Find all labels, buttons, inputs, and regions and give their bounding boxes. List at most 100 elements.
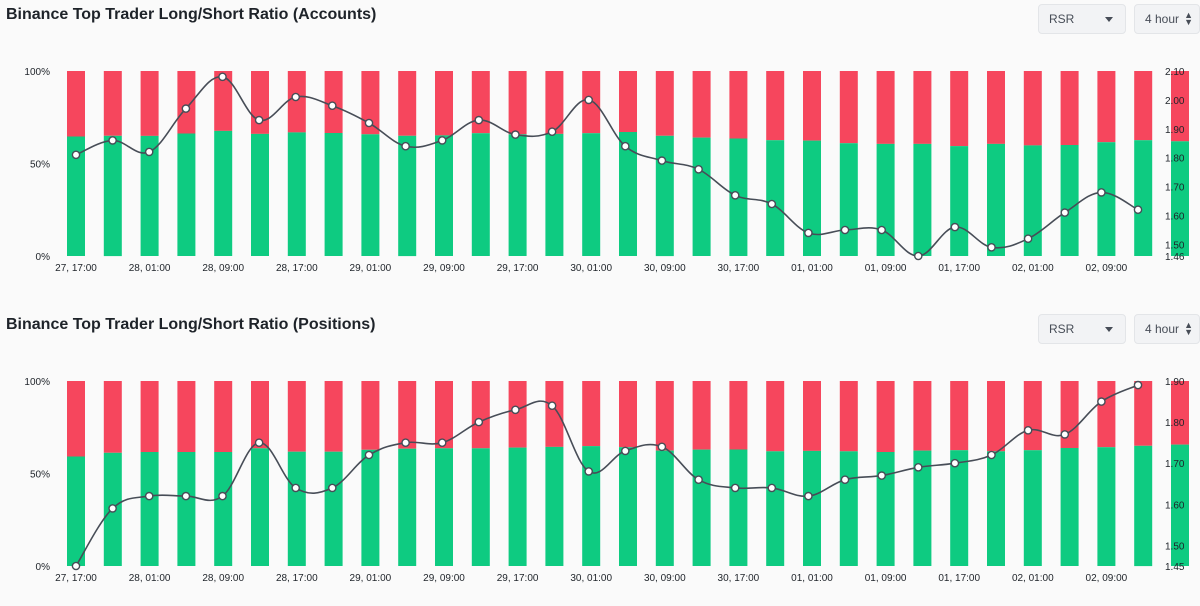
ratio-point <box>1023 234 1033 243</box>
long-bar <box>545 133 564 256</box>
short-bar <box>987 381 1005 452</box>
short-bar <box>177 71 196 134</box>
right-axis-tick-label: 1.50 <box>1165 541 1185 552</box>
ratio-point <box>218 491 227 501</box>
short-bar <box>913 71 932 144</box>
ratio-point <box>804 228 813 238</box>
x-axis-tick-label: 30, 17:00 <box>718 573 760 584</box>
ratio-point <box>657 442 667 452</box>
interval-value: 4 hour <box>1145 322 1180 336</box>
ratio-point <box>987 242 996 252</box>
left-axis-tick-label: 50% <box>30 160 50 171</box>
long-bar <box>140 452 159 566</box>
short-bar <box>508 71 527 135</box>
short-bar <box>692 71 711 138</box>
ratio-point <box>474 115 484 125</box>
x-axis-tick-label: 29, 17:00 <box>497 263 539 274</box>
ratio-point <box>364 450 374 460</box>
x-axis-tick-label: 01, 17:00 <box>938 573 980 584</box>
long-bar <box>508 134 527 256</box>
short-bar <box>619 381 637 448</box>
short-bar <box>140 381 159 452</box>
long-bar <box>251 133 269 256</box>
ratio-type-select[interactable]: RSR <box>1038 314 1126 344</box>
short-bar <box>1023 71 1042 146</box>
ratio-point <box>1097 188 1106 197</box>
left-axis-tick-label: 50% <box>30 470 50 481</box>
x-axis-tick-label: 29, 17:00 <box>497 573 539 584</box>
short-bar <box>729 381 748 450</box>
long-bar <box>1023 145 1042 256</box>
long-bar <box>655 135 674 257</box>
long-bar <box>214 452 233 566</box>
left-axis-tick-label: 100% <box>24 67 50 78</box>
ratio-line <box>75 384 1139 567</box>
ratio-point <box>914 463 923 472</box>
ratio-point <box>804 491 813 501</box>
short-bar <box>987 71 1005 144</box>
ratio-point <box>71 561 81 571</box>
ratio-point <box>108 504 117 513</box>
up-down-chevron-icon: ▲ ▼ <box>1184 320 1193 337</box>
ratio-point <box>327 483 337 493</box>
interval-value: 4 hour <box>1145 12 1180 26</box>
ratio-point <box>144 491 154 501</box>
short-bar <box>545 381 564 447</box>
right-axis-tick-label: 1.45 <box>1165 562 1185 573</box>
ratio-point <box>327 101 337 111</box>
ratio-point <box>364 118 374 128</box>
long-bar <box>876 452 895 566</box>
long-bar <box>398 448 417 566</box>
ratio-point <box>1060 208 1070 217</box>
long-bar <box>67 456 85 566</box>
interval-select[interactable]: 4 hour ▲ ▼ <box>1134 314 1200 344</box>
short-bar <box>766 71 785 141</box>
short-bar <box>398 381 417 449</box>
long-bar <box>839 143 858 256</box>
long-bar <box>435 135 453 256</box>
right-axis-tick-label: 1.90 <box>1165 125 1185 136</box>
long-bar <box>1171 444 1189 566</box>
ratio-point <box>437 438 447 447</box>
short-bar <box>950 71 969 147</box>
long-bar <box>692 449 711 566</box>
long-bar <box>803 140 821 256</box>
right-axis-tick-label: 1.80 <box>1165 418 1185 429</box>
short-bar <box>103 71 122 136</box>
ratio-point <box>694 165 703 174</box>
short-bar <box>287 71 306 133</box>
short-bar <box>1171 71 1189 142</box>
chevron-down-icon <box>1105 17 1113 22</box>
up-down-chevron-icon: ▲ ▼ <box>1184 10 1193 27</box>
long-bar <box>913 143 932 256</box>
short-bar <box>766 381 785 452</box>
ratio-point <box>291 483 301 493</box>
x-axis-tick-label: 01, 09:00 <box>865 573 907 584</box>
x-axis-tick-label: 30, 09:00 <box>644 573 686 584</box>
long-bar <box>103 135 122 257</box>
ratio-point <box>108 136 117 145</box>
long-bar <box>913 450 932 566</box>
x-axis-tick-label: 29, 09:00 <box>423 263 465 274</box>
ratio-point <box>840 225 850 235</box>
short-bar <box>251 71 269 134</box>
short-bar <box>1134 381 1153 446</box>
ratio-point <box>181 104 191 113</box>
x-axis-tick-label: 02, 01:00 <box>1012 263 1054 274</box>
ratio-point <box>730 483 740 493</box>
right-axis-tick-label: 2.10 <box>1165 67 1185 78</box>
right-axis-tick-label: 2.00 <box>1165 96 1185 107</box>
long-bar <box>950 146 969 256</box>
long-bar <box>729 449 748 566</box>
left-axis-tick-label: 0% <box>36 252 51 263</box>
interval-select[interactable]: 4 hour ▲ ▼ <box>1134 4 1200 34</box>
ratio-type-select[interactable]: RSR <box>1038 4 1126 34</box>
short-bar <box>839 71 858 144</box>
x-axis-tick-label: 27, 17:00 <box>55 263 97 274</box>
long-bar <box>1134 140 1153 256</box>
ratio-point <box>767 483 777 493</box>
right-axis-tick-label: 1.70 <box>1165 183 1185 194</box>
short-bar <box>361 381 380 450</box>
long-bar <box>1134 445 1153 567</box>
ratio-point <box>877 225 887 235</box>
